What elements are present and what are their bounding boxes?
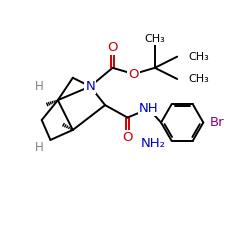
Text: CH₃: CH₃ — [144, 34, 165, 44]
Text: CH₃: CH₃ — [188, 52, 209, 62]
Text: CH₃: CH₃ — [188, 74, 209, 84]
Text: NH: NH — [139, 102, 158, 115]
Text: O: O — [107, 42, 118, 54]
Text: O: O — [128, 68, 139, 80]
Text: H: H — [35, 80, 43, 93]
Text: N: N — [85, 80, 95, 93]
Text: O: O — [122, 131, 133, 144]
Text: H: H — [35, 141, 43, 154]
Text: Br: Br — [210, 116, 224, 129]
Text: NH₂: NH₂ — [140, 137, 166, 150]
